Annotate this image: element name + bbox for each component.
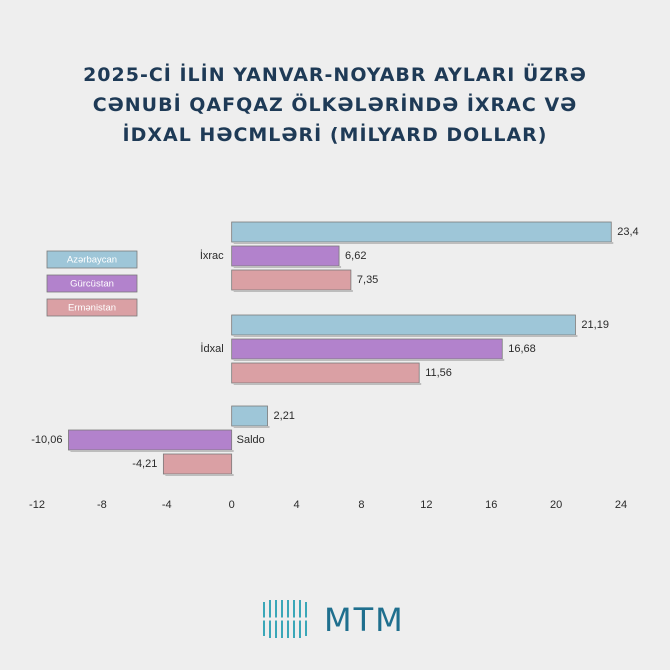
value-label: 21,19 xyxy=(581,319,609,331)
bar-shadow xyxy=(70,450,234,452)
logo-icon xyxy=(262,598,308,640)
value-label: 23,4 xyxy=(617,226,638,238)
bar xyxy=(231,362,420,384)
value-label: 16,68 xyxy=(508,343,536,355)
legend-swatch xyxy=(46,274,138,293)
category-label: İdxal xyxy=(200,342,223,355)
bar-shadow xyxy=(233,426,270,428)
value-label: -4,21 xyxy=(132,458,157,470)
legend-label: Azərbaycan xyxy=(67,255,117,266)
x-tick-label: -8 xyxy=(97,499,107,511)
legend-label: Gürcüstan xyxy=(70,279,114,290)
bar xyxy=(231,338,503,360)
x-tick-label: -4 xyxy=(162,499,172,511)
legend-swatch xyxy=(46,250,138,269)
category-label: İxrac xyxy=(200,249,224,262)
x-tick-label: 16 xyxy=(485,499,497,511)
value-label: -10,06 xyxy=(31,434,62,446)
bar xyxy=(231,269,352,291)
x-tick-label: 24 xyxy=(615,499,627,511)
bar xyxy=(231,221,612,243)
bar-shadow xyxy=(233,359,505,361)
value-label: 11,56 xyxy=(425,367,452,379)
bar-shadow xyxy=(233,242,614,244)
bar-shadow xyxy=(165,474,234,476)
bar-shadow xyxy=(233,383,422,385)
bar-shadow xyxy=(233,290,353,292)
value-label: 6,62 xyxy=(345,250,366,262)
bar xyxy=(231,314,576,336)
bar xyxy=(162,453,233,475)
x-tick-label: 8 xyxy=(358,499,364,511)
category-label: Saldo xyxy=(237,434,265,446)
bar-shadow xyxy=(233,266,342,268)
x-tick-label: -12 xyxy=(29,499,45,511)
bar-shadow xyxy=(233,335,578,337)
bar xyxy=(231,405,268,427)
chart-title: 2025-Cİ İLİN YANVAR-NOYABR AYLARI ÜZRƏ C… xyxy=(83,64,587,146)
legend-label: Ermənistan xyxy=(68,303,116,314)
x-tick-label: 0 xyxy=(229,499,235,511)
legend-swatch xyxy=(46,298,138,317)
value-label: 7,35 xyxy=(357,274,378,286)
bar xyxy=(231,245,340,267)
x-tick-label: 12 xyxy=(420,499,432,511)
value-label: 2,21 xyxy=(274,410,295,422)
bar xyxy=(68,429,233,451)
x-tick-label: 20 xyxy=(550,499,562,511)
brand-name: MTM xyxy=(324,601,405,639)
x-tick-label: 4 xyxy=(293,499,299,511)
